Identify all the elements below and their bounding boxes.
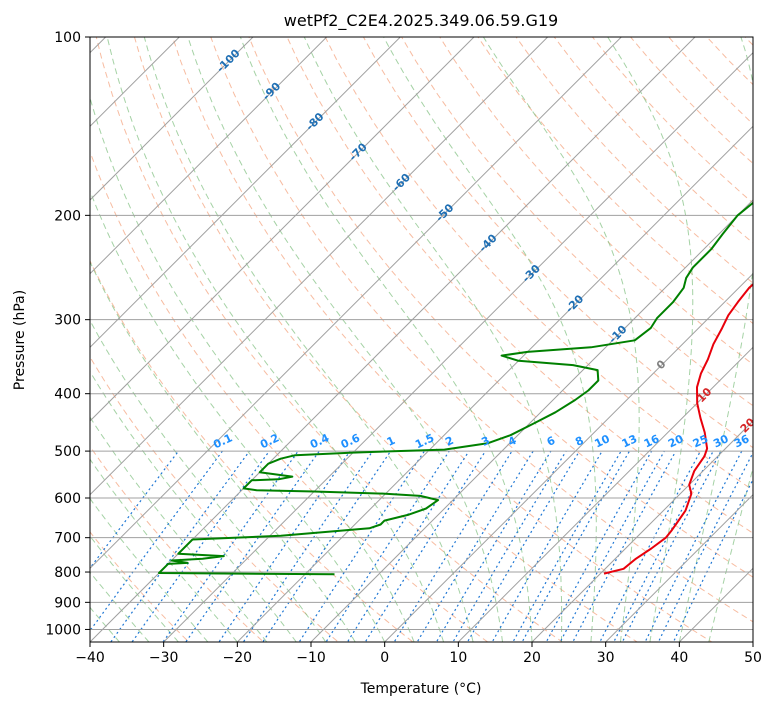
mixing-ratio-label: 10 <box>593 432 613 450</box>
y-tick-label: 1000 <box>45 622 81 638</box>
moist-adiabat-line <box>106 37 445 642</box>
moist-adiabat-line <box>678 37 753 642</box>
isotherm-line <box>90 37 623 570</box>
x-tick-label: 40 <box>670 650 688 666</box>
y-tick-label: 800 <box>54 565 81 581</box>
dry-adiabat-line <box>401 37 753 407</box>
dry-adiabat-line <box>210 37 753 623</box>
moist-adiabat-line <box>143 37 474 642</box>
y-tick-label: 200 <box>54 208 81 224</box>
dry-adiabat-line <box>248 37 753 578</box>
isotherm-line <box>162 51 753 642</box>
moist-adiabat-line <box>90 458 238 642</box>
x-tick-label: −10 <box>296 650 326 666</box>
plot-frame <box>89 36 754 643</box>
isotherm-line <box>236 125 753 642</box>
mixing-ratio-label: 25 <box>691 432 710 450</box>
dry-adiabat-line <box>172 37 713 642</box>
y-tick-label: 100 <box>54 30 81 46</box>
moist-adiabats <box>90 37 753 642</box>
dry-adiabat-line <box>90 445 265 642</box>
dry-adiabat-line <box>90 259 414 642</box>
dry-adiabat-line <box>439 37 753 365</box>
x-tick-label: −40 <box>75 650 105 666</box>
isotherm-line <box>383 272 753 642</box>
isotherm-line <box>457 346 753 642</box>
x-tick-label: 0 <box>380 650 389 666</box>
isotherm-line <box>90 37 328 275</box>
moist-adiabat-line <box>482 37 640 642</box>
isotherm-line <box>90 37 475 422</box>
x-tick-label: 50 <box>744 650 762 666</box>
temperature-profile-line <box>603 282 753 575</box>
moist-adiabat-line <box>90 370 297 642</box>
x-tick-label: −30 <box>149 650 179 666</box>
y-axis-title: Pressure (hPa) <box>12 290 28 390</box>
moist-adiabat-line <box>607 37 694 642</box>
dewpoint-profile-line <box>158 201 753 576</box>
mixing-ratio-label: 36 <box>732 432 752 450</box>
sounding-series <box>158 201 753 576</box>
mixing-ratio-label: 13 <box>620 432 639 450</box>
moist-adiabat-line <box>90 497 209 642</box>
x-axis-ticks: −40 −30 −20 −10 0 10 20 30 40 50 <box>75 642 762 666</box>
isotherm-line <box>90 37 549 496</box>
dry-adiabat-line <box>286 37 753 534</box>
moist-adiabat-line <box>90 319 327 642</box>
plot-area: 0.1 0.2 0.4 0.6 1 1.5 2 3 4 6 8 10 13 16 20 25 30 36-100-… <box>90 37 753 642</box>
y-tick-label: 400 <box>54 387 81 403</box>
moist-adiabat-line <box>90 189 386 642</box>
isotherm-line <box>531 420 753 642</box>
moist-adiabat-line <box>303 37 563 642</box>
moist-adiabat-line <box>90 535 179 642</box>
skewed-isotherms <box>90 37 753 642</box>
y-tick-label: 900 <box>54 595 81 611</box>
x-tick-label: 30 <box>597 650 615 666</box>
isotherm-line <box>90 37 254 201</box>
mixing-ratio-label: 30 <box>711 432 731 450</box>
y-tick-label: 700 <box>54 531 81 547</box>
y-tick-label: 500 <box>54 444 81 460</box>
isotherm-line <box>604 493 753 642</box>
x-axis-title: Temperature (°C) <box>360 681 482 697</box>
y-tick-label: 600 <box>54 491 81 507</box>
moist-adiabat-line <box>187 37 503 642</box>
dry-adiabat-line <box>90 531 190 642</box>
moist-adiabat-line <box>708 466 753 642</box>
dry-adiabat-line <box>133 37 638 642</box>
moist-adiabat-line <box>90 571 150 642</box>
chart-title: wetPf2_C2E4.2025.349.06.59.G19 <box>284 11 558 31</box>
dry-adiabat-line <box>477 37 753 325</box>
isotherm-line <box>90 37 402 349</box>
y-axis-ticks: 100 200 300 400 500 600 700 800 900 1000 <box>45 30 90 638</box>
moist-adiabat-line <box>239 37 533 642</box>
moist-adiabat-line <box>90 416 268 642</box>
isotherm-line <box>310 199 753 642</box>
y-tick-label: 300 <box>54 313 81 329</box>
dry-adiabat-line <box>90 356 340 642</box>
mixing-ratio-label: 16 <box>642 432 662 450</box>
dry-adiabat-line <box>95 37 564 642</box>
x-tick-label: 10 <box>449 650 467 666</box>
moist-adiabat-line <box>90 260 356 642</box>
mixing-ratio-label: 20 <box>666 432 686 450</box>
x-tick-label: −20 <box>223 650 253 666</box>
moist-adiabat-line <box>383 37 597 642</box>
x-tick-label: 20 <box>523 650 541 666</box>
